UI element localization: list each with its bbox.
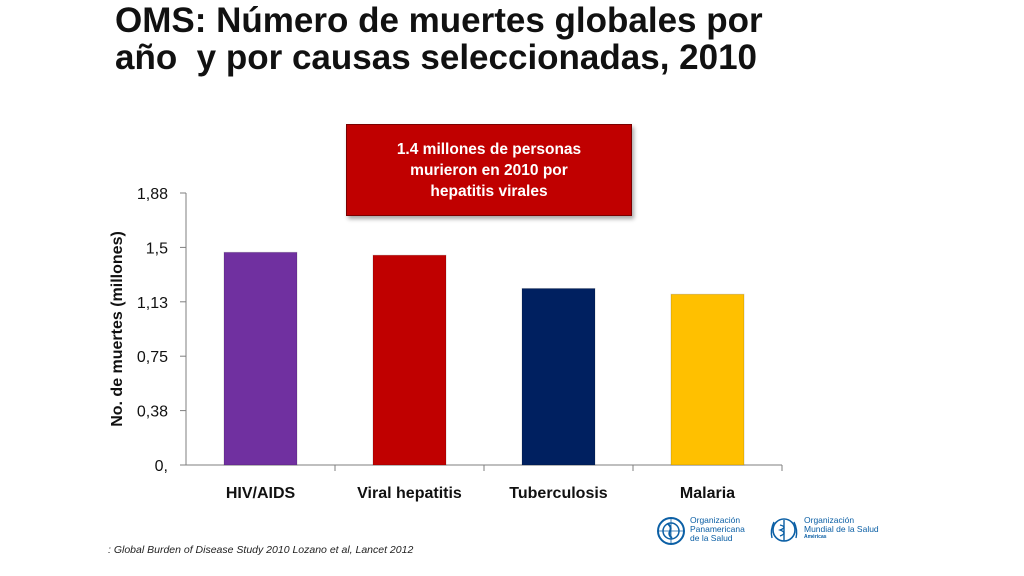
bar-viral-hepatitis bbox=[372, 254, 447, 466]
y-tick-label: 0,75 bbox=[137, 349, 168, 366]
bar-tuberculosis bbox=[521, 287, 596, 466]
x-tick-label: HIV/AIDS bbox=[226, 485, 296, 502]
callout-line-3: hepatitis virales bbox=[430, 182, 548, 200]
source-citation: : Global Burden of Disease Study 2010 Lo… bbox=[108, 544, 414, 556]
bar-malaria bbox=[670, 293, 745, 466]
callout-line-2: murieron en 2010 por bbox=[410, 161, 568, 179]
callout-box: 1.4 millones de personas murieron en 201… bbox=[346, 124, 632, 216]
paho-name-line-1: Organización bbox=[690, 515, 741, 525]
paho-name-line-2: Panamericana bbox=[690, 524, 745, 534]
y-axis-title: No. de muertes (millones) bbox=[109, 231, 126, 427]
slide-title-line-1: OMS: Número de muertes globales por bbox=[115, 1, 763, 40]
x-tick-label: Malaria bbox=[680, 485, 735, 502]
who-name-line-1: Organización bbox=[804, 515, 855, 525]
y-tick-label: 1,5 bbox=[146, 240, 168, 257]
y-tick-label: 1,13 bbox=[137, 295, 168, 312]
globe-icon bbox=[657, 517, 685, 545]
y-tick-label: 0, bbox=[155, 458, 168, 475]
y-tick-label: 0,38 bbox=[137, 404, 168, 421]
slide-title-line-2: año y por causas seleccionadas, 2010 bbox=[115, 38, 758, 77]
x-tick-label: Tuberculosis bbox=[509, 485, 607, 502]
paho-name-line-3: de la Salud bbox=[690, 533, 733, 543]
who-name-line-3: Américas bbox=[804, 534, 827, 540]
slide-title: OMS: Número de muertes globales por año … bbox=[115, 2, 995, 76]
who-name-line-2: Mundial de la Salud bbox=[804, 524, 879, 534]
callout-line-1: 1.4 millones de personas bbox=[396, 140, 582, 158]
y-tick-label: 1,88 bbox=[137, 186, 168, 203]
who-emblem-icon bbox=[770, 518, 798, 542]
who-logo: Organización Mundial de la Salud América… bbox=[768, 516, 879, 546]
x-tick-label: Viral hepatitis bbox=[357, 485, 462, 502]
paho-logo: Organización Panamericana de la Salud bbox=[656, 516, 745, 546]
bar-hiv-aids bbox=[223, 251, 298, 466]
